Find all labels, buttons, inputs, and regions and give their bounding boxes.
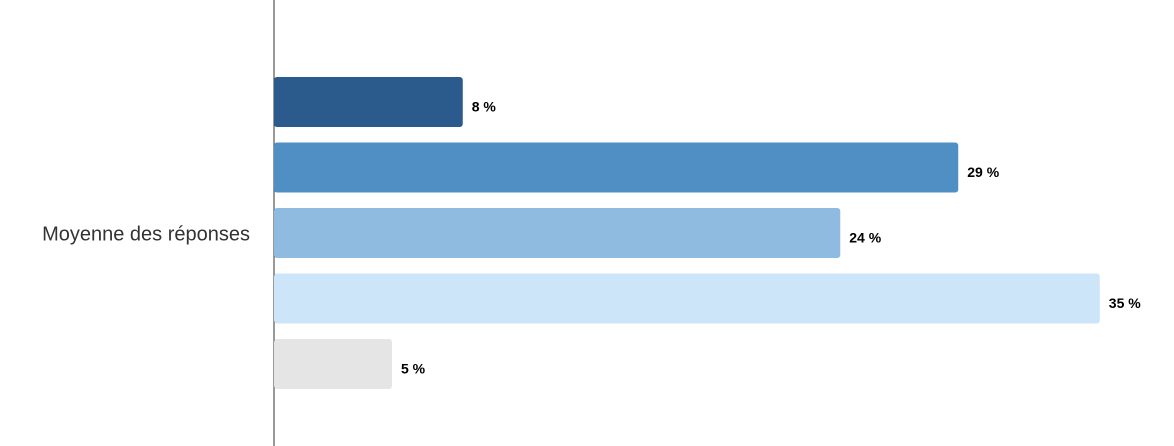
bar bbox=[274, 208, 841, 258]
value-label: 5 % bbox=[401, 361, 426, 377]
value-label: 24 % bbox=[849, 230, 881, 246]
bar bbox=[274, 273, 1100, 324]
category-label: Moyenne des réponses bbox=[42, 223, 250, 245]
bar bbox=[274, 339, 392, 389]
bar bbox=[274, 77, 463, 127]
value-label: 8 % bbox=[472, 99, 497, 115]
value-label: 29 % bbox=[967, 164, 999, 180]
value-label: 35 % bbox=[1109, 295, 1141, 311]
bar bbox=[274, 142, 959, 193]
